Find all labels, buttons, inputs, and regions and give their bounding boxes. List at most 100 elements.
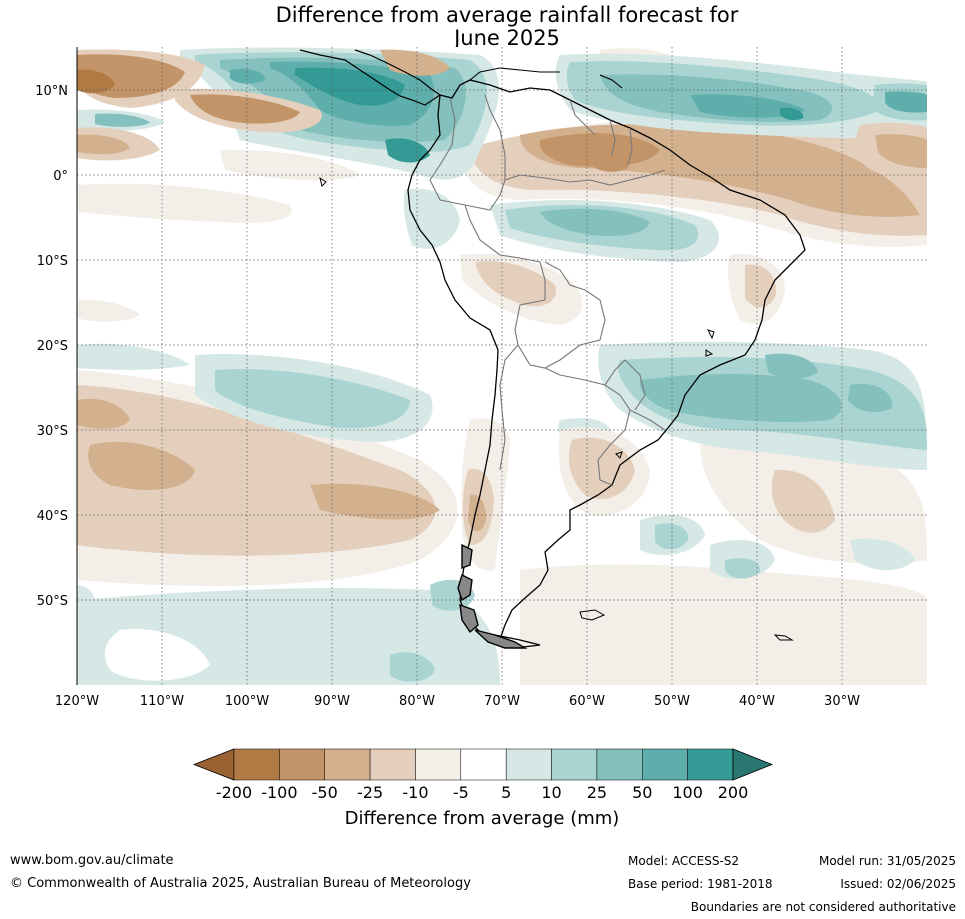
lat-label: 10°S bbox=[37, 254, 68, 269]
anomaly-region bbox=[230, 68, 265, 84]
colorbar-title: Difference from average (mm) bbox=[344, 808, 620, 829]
gridlines bbox=[77, 47, 927, 685]
anomaly-region bbox=[77, 69, 115, 94]
anomaly-region bbox=[655, 523, 689, 550]
longitude-labels: 120°W 110°W 100°W 90°W 80°W 70°W 60°W 50… bbox=[55, 694, 860, 709]
copyright-text: © Commonwealth of Australia 2025, Austra… bbox=[10, 876, 471, 891]
lat-label: 10°N bbox=[35, 84, 68, 99]
colorbar-segment bbox=[551, 748, 598, 781]
colorbar-arrow-low bbox=[192, 748, 235, 781]
anomaly-region bbox=[190, 94, 300, 124]
anomaly-region bbox=[390, 652, 435, 682]
colorbar-tick-label: -200 bbox=[216, 783, 252, 802]
anomaly-region bbox=[403, 188, 460, 249]
lon-label: 100°W bbox=[225, 694, 269, 709]
colorbar-arrow-high bbox=[732, 748, 774, 781]
colorbar-segment bbox=[233, 748, 280, 781]
lon-label: 90°W bbox=[314, 694, 350, 709]
islands bbox=[319, 176, 794, 641]
model-text: Model: ACCESS-S2 bbox=[628, 854, 740, 868]
colorbar-tick-label: -5 bbox=[453, 783, 469, 802]
anomaly-region bbox=[77, 134, 130, 155]
colorbar-segment bbox=[642, 748, 688, 781]
anomaly-region bbox=[780, 107, 804, 121]
anomaly-region bbox=[468, 494, 487, 532]
colorbar-segment bbox=[369, 748, 416, 781]
anomaly-region bbox=[588, 147, 629, 172]
anomaly-region bbox=[520, 564, 927, 685]
colorbar-segment bbox=[324, 748, 371, 781]
anomaly-region bbox=[77, 585, 95, 612]
lon-label: 50°W bbox=[654, 694, 690, 709]
colorbar: -200 -100 -50 -25 -10 -5 5 10 25 50 100 200 bbox=[192, 748, 774, 802]
map-title: Difference from average rainfall forecas… bbox=[0, 4, 965, 50]
anomaly-region bbox=[77, 183, 292, 223]
map-title-line1: Difference from average rainfall forecas… bbox=[275, 3, 739, 27]
country-borders bbox=[429, 94, 666, 486]
anomaly-region bbox=[848, 383, 893, 413]
lat-label: 50°S bbox=[37, 594, 68, 609]
disclaimer-text: Boundaries are not considered authoritat… bbox=[690, 900, 956, 914]
anomaly-region bbox=[88, 441, 195, 490]
base-period-text: Base period: 1981-2018 bbox=[628, 877, 773, 891]
anomaly-region bbox=[104, 629, 210, 681]
colorbar-tick-label: -10 bbox=[402, 783, 428, 802]
anomaly-region bbox=[771, 469, 835, 533]
anomaly-region bbox=[77, 299, 140, 322]
map-plot-area bbox=[77, 47, 927, 685]
colorbar-tick-label: 10 bbox=[541, 783, 561, 802]
anomaly-region bbox=[765, 353, 818, 379]
lat-label: 0° bbox=[53, 169, 68, 184]
anomaly-region bbox=[380, 49, 450, 76]
model-run-text: Model run: 31/05/2025 bbox=[818, 854, 956, 868]
south-america-coastline bbox=[407, 79, 806, 649]
anomaly-region bbox=[885, 91, 927, 113]
anomaly-region bbox=[725, 558, 761, 579]
anomaly-region bbox=[745, 264, 777, 308]
colorbar-segment bbox=[596, 748, 643, 781]
colorbar-tick-label: 200 bbox=[718, 783, 749, 802]
lon-label: 30°W bbox=[824, 694, 860, 709]
anomaly-region bbox=[77, 398, 130, 429]
colorbar-tick-label: -100 bbox=[261, 783, 297, 802]
lon-label: 40°W bbox=[739, 694, 775, 709]
colorbar-tick-label: -50 bbox=[312, 783, 338, 802]
lon-label: 70°W bbox=[484, 694, 520, 709]
colorbar-segment bbox=[687, 748, 734, 781]
anomaly-region bbox=[295, 67, 405, 106]
lon-label: 60°W bbox=[569, 694, 605, 709]
anomaly-region bbox=[95, 113, 150, 127]
caribbean-coastline bbox=[469, 67, 623, 89]
website-link[interactable]: www.bom.gov.au/climate bbox=[10, 853, 174, 868]
anomaly-region bbox=[690, 94, 805, 118]
southern-chile-fjords bbox=[457, 543, 528, 649]
anomaly-region bbox=[639, 374, 842, 423]
lat-label: 20°S bbox=[37, 339, 68, 354]
anomaly-region bbox=[310, 483, 440, 520]
lat-label: 30°S bbox=[37, 424, 68, 439]
anomaly-region bbox=[850, 538, 915, 571]
map-title-line2: June 2025 bbox=[454, 26, 560, 50]
anomaly-region bbox=[475, 261, 556, 307]
colorbar-tick-label: 25 bbox=[587, 783, 607, 802]
issued-text: Issued: 02/06/2025 bbox=[840, 877, 956, 891]
lat-label: 40°S bbox=[37, 509, 68, 524]
anomaly-region bbox=[875, 134, 927, 168]
lon-label: 80°W bbox=[399, 694, 435, 709]
anomaly-region bbox=[540, 208, 650, 237]
colorbar-tick-label: 50 bbox=[632, 783, 652, 802]
central-america-coastline bbox=[299, 49, 441, 106]
colorbar-tick-label: 5 bbox=[501, 783, 511, 802]
colorbar-tick-label: -25 bbox=[357, 783, 383, 802]
lon-label: 120°W bbox=[55, 694, 99, 709]
anomaly-region bbox=[385, 138, 430, 163]
anomaly-region bbox=[220, 149, 360, 181]
anomaly-region bbox=[215, 369, 410, 429]
colorbar-segment bbox=[415, 748, 462, 781]
colorbar-segment bbox=[460, 748, 507, 781]
colorbar-tick-label: 100 bbox=[672, 783, 703, 802]
latitude-labels: 10°N 0° 10°S 20°S 30°S 40°S 50°S bbox=[35, 84, 68, 609]
lon-label: 110°W bbox=[140, 694, 184, 709]
colorbar-segment bbox=[279, 748, 325, 781]
